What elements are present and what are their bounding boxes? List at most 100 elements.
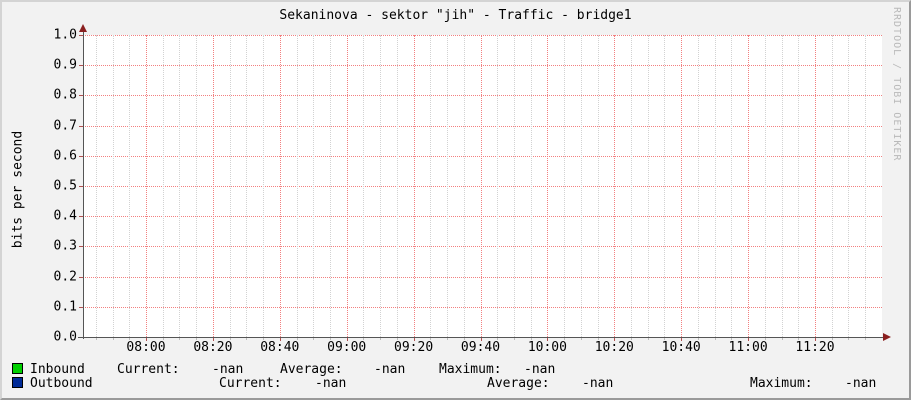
x-axis-minor-tick <box>564 337 566 340</box>
gridline-horizontal-major <box>83 35 882 36</box>
y-tick-label: 0.0 <box>53 329 77 345</box>
x-axis-minor-tick <box>831 337 833 340</box>
x-axis-minor-tick <box>731 337 733 340</box>
x-axis-minor-tick <box>95 337 97 340</box>
gridline-vertical-minor <box>831 35 833 337</box>
y-axis-tick <box>79 35 83 36</box>
x-axis-minor-tick <box>631 337 633 340</box>
y-tick-label: 0.3 <box>53 238 77 254</box>
y-tick-label: 0.4 <box>53 208 77 224</box>
x-axis-minor-tick <box>664 337 666 340</box>
y-axis-tick <box>79 95 83 97</box>
x-tick-label: 09:00 <box>327 340 367 355</box>
x-tick-label: 10:00 <box>527 340 567 355</box>
y-axis-tick <box>79 186 83 187</box>
legend-stat-label: Current: <box>117 362 180 377</box>
gridline-vertical-minor <box>329 35 331 337</box>
gridline-horizontal-major <box>83 276 882 278</box>
gridline-vertical-major <box>614 35 616 337</box>
legend-swatch-inbound <box>12 363 23 374</box>
x-axis-minor-tick <box>380 337 382 340</box>
gridline-vertical-minor <box>380 35 382 337</box>
gridline-vertical-minor <box>463 35 465 337</box>
x-axis-minor-tick <box>296 337 298 340</box>
gridline-vertical-minor <box>731 35 733 337</box>
y-axis-tick <box>79 216 83 218</box>
gridline-vertical-minor <box>363 35 365 337</box>
legend-stat-value: -nan <box>524 362 556 377</box>
gridline-vertical-minor <box>513 35 515 337</box>
legend-stat-label: Maximum: <box>439 362 502 377</box>
legend-series-name: Inbound <box>30 362 85 377</box>
x-tick-label: 09:20 <box>394 340 434 355</box>
legend-stat-label: Maximum: <box>750 376 813 391</box>
x-axis-minor-tick <box>580 337 582 340</box>
gridline-vertical-minor <box>396 35 398 337</box>
gridline-vertical-minor <box>580 35 582 337</box>
rrdtool-watermark: RRDTOOL / TOBI OETIKER <box>891 7 902 162</box>
gridline-horizontal-major <box>83 216 882 218</box>
y-tick-label: 0.5 <box>53 178 77 194</box>
x-axis-minor-tick <box>798 337 800 340</box>
x-axis-minor-tick <box>196 337 198 340</box>
x-tick-label: 11:20 <box>795 340 835 355</box>
x-axis-minor-tick <box>714 337 716 340</box>
y-axis-tick <box>79 65 83 67</box>
gridline-vertical-minor <box>530 35 532 337</box>
gridline-vertical-minor <box>664 35 666 337</box>
gridline-horizontal-major <box>83 155 882 157</box>
gridline-vertical-major <box>146 35 147 337</box>
x-axis-minor-tick <box>229 337 231 340</box>
x-tick-label: 08:40 <box>260 340 300 355</box>
y-tick-label: 0.2 <box>53 269 77 285</box>
y-axis-tick <box>79 276 83 278</box>
x-tick-label: 08:00 <box>126 340 166 355</box>
gridline-vertical-minor <box>447 35 449 337</box>
gridline-vertical-major <box>346 35 348 337</box>
x-axis-minor-tick <box>865 337 867 340</box>
gridline-vertical-minor <box>129 35 131 337</box>
x-axis-tick <box>146 337 147 341</box>
x-tick-label: 09:40 <box>460 340 501 355</box>
gridline-vertical-minor <box>597 35 599 337</box>
y-tick-label: 0.7 <box>53 118 77 134</box>
x-axis-minor-tick <box>647 337 649 340</box>
gridline-vertical-minor <box>313 35 315 337</box>
x-axis-minor-tick <box>162 337 164 340</box>
x-axis-tick <box>346 337 348 341</box>
y-tick-label: 0.1 <box>53 299 77 315</box>
gridline-vertical-minor <box>781 35 783 337</box>
x-axis-line <box>78 337 883 338</box>
gridline-horizontal-major <box>83 65 882 67</box>
x-axis-minor-tick <box>463 337 465 340</box>
gridline-vertical-minor <box>497 35 499 337</box>
y-axis-line <box>83 31 84 339</box>
x-axis-minor-tick <box>447 337 449 340</box>
x-tick-label: 08:20 <box>193 340 233 355</box>
gridline-vertical-minor <box>631 35 633 337</box>
x-axis-minor-tick <box>179 337 181 340</box>
x-axis-minor-tick <box>848 337 850 340</box>
gridline-vertical-minor <box>263 35 265 337</box>
x-axis-minor-tick <box>263 337 265 340</box>
y-axis-tick <box>79 246 83 248</box>
legend-stat-value: -nan <box>582 376 614 391</box>
gridline-vertical-minor <box>697 35 699 337</box>
x-axis-minor-tick <box>530 337 532 340</box>
y-tick-label: 0.8 <box>53 87 77 103</box>
gridline-vertical-major <box>681 35 683 337</box>
gridline-vertical-minor <box>865 35 867 337</box>
x-axis-tick <box>413 337 415 341</box>
x-axis-minor-tick <box>430 337 432 340</box>
gridline-vertical-minor <box>296 35 298 337</box>
x-axis-tick <box>212 337 214 341</box>
x-axis-minor-tick <box>129 337 131 340</box>
x-tick-label: 10:20 <box>594 340 634 355</box>
gridline-vertical-major <box>212 35 214 337</box>
gridline-vertical-major <box>413 35 415 337</box>
y-axis-tick <box>79 155 83 157</box>
y-axis-tick <box>79 306 83 308</box>
gridline-vertical-major <box>748 35 750 337</box>
legend-stat-label: Current: <box>219 376 282 391</box>
